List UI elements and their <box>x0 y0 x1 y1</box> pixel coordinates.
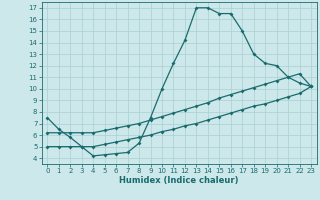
X-axis label: Humidex (Indice chaleur): Humidex (Indice chaleur) <box>119 176 239 185</box>
